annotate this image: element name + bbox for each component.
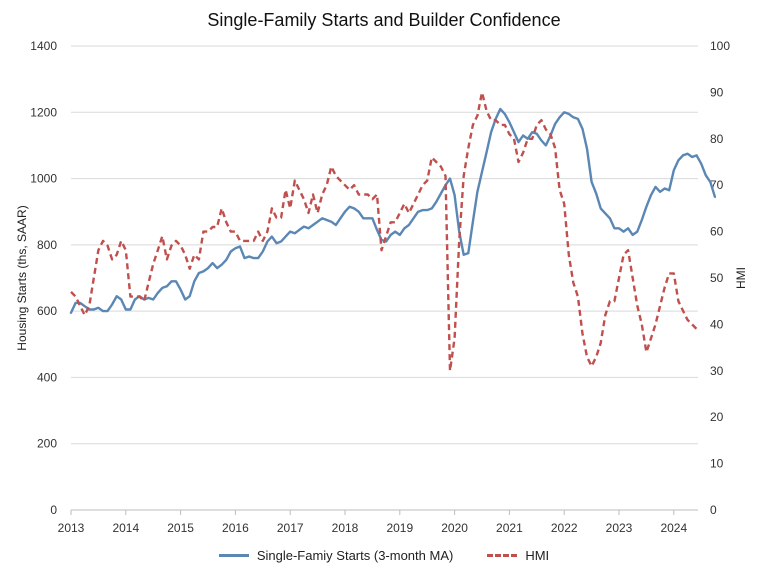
x-tick-label: 2017	[277, 521, 304, 535]
legend-item-starts: Single-Famiy Starts (3-month MA)	[218, 548, 454, 563]
y-tick-label: 200	[37, 437, 57, 451]
series-line-starts	[69, 107, 717, 314]
y2-tick-label: 100	[710, 39, 730, 53]
x-tick-label: 2016	[222, 521, 249, 535]
legend-swatch-solid	[218, 554, 249, 557]
y-tick-label: 1400	[30, 39, 57, 53]
y2-tick-label: 10	[710, 457, 724, 471]
series-line-hmi	[70, 91, 698, 372]
x-tick-label: 2024	[660, 521, 687, 535]
x-tick-label: 2018	[332, 521, 359, 535]
y2-axis-title: HMI	[734, 267, 748, 289]
legend-label-starts: Single-Famiy Starts (3-month MA)	[256, 548, 454, 563]
x-tick-label: 2023	[606, 521, 633, 535]
axes: 0200400600800100012001400010203040506070…	[30, 39, 730, 535]
gridlines	[71, 45, 698, 511]
x-tick-label: 2015	[167, 521, 194, 535]
x-tick-label: 2013	[58, 521, 85, 535]
y2-tick-label: 20	[710, 410, 724, 424]
y2-tick-label: 60	[710, 225, 724, 239]
y-tick-label: 0	[50, 503, 57, 517]
x-tick-label: 2021	[496, 521, 523, 535]
x-tick-label: 2022	[551, 521, 578, 535]
legend-label-hmi: HMI	[525, 548, 550, 563]
y2-tick-label: 90	[710, 85, 724, 99]
y-tick-label: 800	[37, 238, 57, 252]
y-tick-label: 1000	[30, 172, 57, 186]
legend: Single-Famiy Starts (3-month MA) HMI	[0, 548, 768, 563]
y2-tick-label: 80	[710, 132, 724, 146]
y-tick-label: 1200	[30, 105, 57, 119]
y2-tick-label: 50	[710, 271, 724, 285]
legend-swatch-dashed	[487, 554, 518, 557]
y2-tick-label: 0	[710, 503, 717, 517]
x-tick-label: 2014	[112, 521, 139, 535]
x-tick-label: 2020	[441, 521, 468, 535]
y2-tick-label: 30	[710, 364, 724, 378]
chart-title: Single-Family Starts and Builder Confide…	[207, 10, 561, 30]
legend-item-hmi: HMI	[487, 548, 549, 563]
y-tick-label: 400	[37, 370, 57, 384]
y2-tick-label: 40	[710, 317, 724, 331]
y-tick-label: 600	[37, 304, 57, 318]
series-lines	[69, 91, 717, 372]
y-axis-title: Housing Starts (ths, SAAR)	[15, 205, 29, 350]
x-tick-label: 2019	[386, 521, 413, 535]
